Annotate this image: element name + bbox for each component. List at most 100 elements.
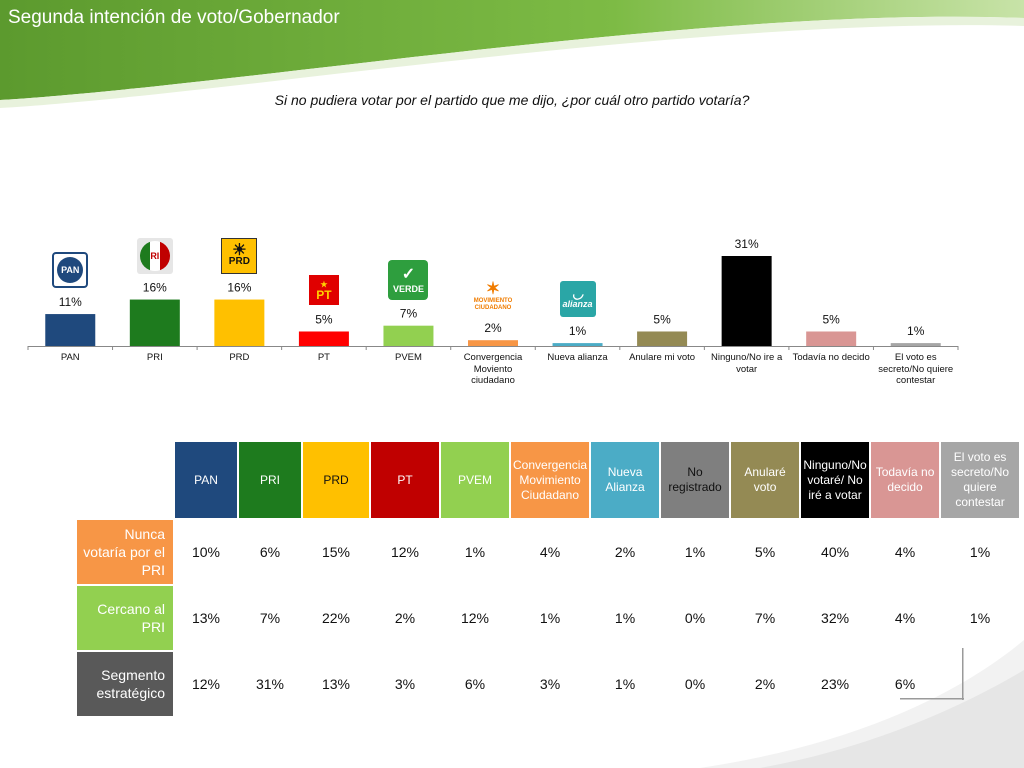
table-row-label: Nunca votaría por el PRI (77, 520, 173, 584)
table-cell: 1% (464, 544, 486, 560)
table-cell: 10% (191, 544, 221, 560)
table-cell: 2% (754, 676, 776, 692)
table-header-cell: Convergencia Movimiento Ciudadano (511, 442, 590, 518)
movimiento-ciudadano-logo-icon: ✶ MOVIMIENTO CIUDADANO (469, 278, 517, 315)
chart-question: Si no pudiera votar por el partido que m… (274, 92, 750, 108)
table-cell: 7% (754, 610, 776, 626)
table-cell: 13% (321, 676, 351, 692)
category-label: El voto es secreto/No quiere contestar (878, 352, 954, 386)
table-cell: 3% (394, 676, 416, 692)
table-cell: 1% (614, 610, 636, 626)
table-cell: 31% (255, 676, 285, 692)
bar (298, 331, 349, 346)
data-label: 16% (227, 281, 251, 295)
bar (806, 331, 857, 346)
pt-logo-icon: ★ PT (308, 275, 339, 306)
category-label: Ninguno/No ire a votar (710, 352, 783, 375)
table-cell: 6% (259, 544, 281, 560)
table-cell: 2% (614, 544, 636, 560)
table-cell: 0% (684, 610, 706, 626)
table-header-cell: PRI (239, 442, 301, 518)
table-header-cell: PT (371, 442, 439, 518)
table-header-cell: Anularé voto (731, 442, 800, 518)
category-label: PVEM (394, 352, 422, 363)
table-cell: 1% (969, 610, 991, 626)
data-label: 5% (823, 312, 841, 326)
table-cell: 6% (464, 676, 486, 692)
data-label: 31% (735, 237, 759, 251)
table-header-row: PAN PRI PRD PT PVEM Convergencia Movimiento C… (77, 442, 1020, 518)
table-cell: 13% (191, 610, 221, 626)
prd-logo-icon: ☀ PRD (221, 237, 258, 274)
bar (552, 343, 603, 346)
pan-logo-icon: PAN (52, 252, 89, 289)
table-row: Cercano al PRI 13% 7% 22% 2% 12% 1% 1% 0% 7% 32% 4%… (77, 586, 1019, 650)
table-cell: 12% (460, 610, 490, 626)
data-label: 2% (484, 321, 502, 335)
table-cell: 6% (894, 676, 916, 692)
table-cell: 4% (894, 610, 916, 626)
table-cell: 4% (539, 544, 561, 560)
table-header-cell: Nueva Alianza (591, 442, 660, 518)
category-label: PRD (229, 352, 250, 363)
table-cell: 2% (394, 610, 416, 626)
category-label: Nueva alianza (547, 352, 608, 363)
bar (721, 256, 772, 346)
table-cell: 23% (821, 676, 850, 692)
data-label: 1% (907, 324, 925, 338)
bar-chart: 11% 16% 16% 5% 7% 2% 1% 5% 31% 5% 1% (27, 237, 959, 350)
table-cell: 5% (754, 544, 776, 560)
table-row-label: Segmento estratégico (77, 652, 173, 716)
table-cell: 15% (321, 544, 351, 560)
table-cell: 32% (821, 610, 850, 626)
data-label: 5% (315, 312, 333, 326)
data-label: 5% (653, 312, 671, 326)
table-header-cell: No registrado (661, 442, 730, 518)
category-label: Convergencia Moviento ciudadano (463, 352, 523, 386)
table-cell: 1% (614, 676, 636, 692)
table-corner (77, 442, 173, 518)
bar (214, 299, 265, 346)
table-header-cell: PRD (303, 442, 369, 518)
data-label: 7% (400, 307, 418, 321)
category-label: Anulare mi voto (629, 352, 696, 363)
data-label: 16% (143, 281, 167, 295)
category-label: PAN (60, 352, 80, 363)
table-header-cell: PAN (175, 442, 237, 518)
table-header-cell: Todavía no decido (871, 442, 940, 518)
table-cell: 1% (539, 610, 561, 626)
table-header-cell: Ninguno/No votaré/ No iré a votar (801, 442, 870, 518)
pvem-logo-icon: ✓ VERDE (388, 259, 429, 300)
bar (468, 340, 518, 346)
bar (45, 314, 96, 346)
bar (129, 299, 180, 346)
table-header-cell: PVEM (441, 442, 509, 518)
category-label: PT (317, 352, 330, 363)
table-cell: 3% (539, 676, 561, 692)
bar (383, 325, 434, 346)
table-row-label: Cercano al PRI (77, 586, 173, 650)
table-header-cell: El voto es secreto/No quiere contestar (941, 442, 1020, 518)
bar (890, 343, 941, 346)
table-cell: 0% (684, 676, 706, 692)
category-label: Todavía no decido (792, 352, 870, 363)
table-cell: 4% (894, 544, 916, 560)
table-cell: 1% (684, 544, 706, 560)
table-cell: 7% (259, 610, 281, 626)
table-cell: 1% (969, 544, 991, 560)
data-label: 11% (59, 295, 82, 309)
data-label: 1% (569, 324, 587, 338)
table-cell: 12% (390, 544, 420, 560)
slide-title: Segunda intención de voto/Gobernador (8, 7, 340, 28)
category-label: PRI (146, 352, 163, 363)
bottom-swoosh (700, 640, 1024, 768)
table-cell: 22% (321, 610, 351, 626)
table-cell: 40% (821, 544, 850, 560)
pri-logo-icon: RI (136, 237, 173, 274)
segment-table: PAN PRI PRD PT PVEM Convergencia Movimiento C… (75, 440, 1021, 718)
nueva-alianza-logo-icon: ◡ alianza (559, 281, 596, 318)
bar (637, 331, 688, 346)
header-swoosh (0, 0, 1024, 108)
table-cell: 12% (191, 676, 221, 692)
table-row: Nunca votaría por el PRI 10% 6% 15% 12% 1% 4% 2… (77, 520, 1019, 584)
